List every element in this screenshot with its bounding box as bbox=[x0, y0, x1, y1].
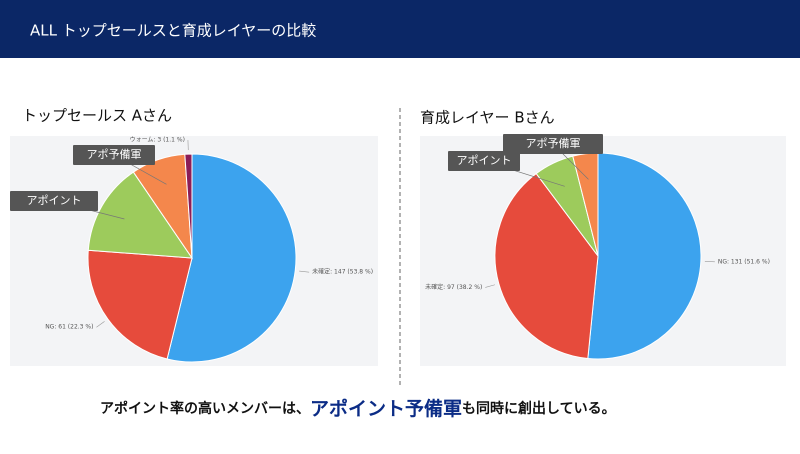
footer-emphasis: アポイント予備軍 bbox=[310, 397, 462, 420]
value-label: ウォーム: 3 (1.1 %) bbox=[130, 136, 185, 144]
chart-title: トップセールス Aさん bbox=[22, 107, 172, 125]
callout-label: アポイント bbox=[457, 154, 512, 167]
callout-label: アポイント bbox=[27, 194, 82, 207]
chart-title: 育成レイヤー Bさん bbox=[420, 109, 555, 127]
header-title: ALL トップセールスと育成レイヤーの比較 bbox=[30, 22, 316, 40]
value-label: NG: 61 (22.3 %) bbox=[45, 324, 93, 331]
footer-part: も同時に創出している。 bbox=[462, 400, 616, 417]
callout-label: アポ予備軍 bbox=[526, 137, 581, 150]
value-label: 未確定: 147 (53.8 %) bbox=[312, 268, 373, 276]
value-label: NG: 131 (51.6 %) bbox=[718, 258, 770, 265]
footer-text: アポイント率の高いメンバーは、アポイント予備軍も同時に創出している。 bbox=[100, 397, 616, 420]
footer-part: アポイント率の高いメンバーは、 bbox=[100, 400, 310, 417]
value-label: 未確定: 97 (38.2 %) bbox=[425, 283, 482, 291]
callout-label: アポ予備軍 bbox=[87, 148, 142, 161]
